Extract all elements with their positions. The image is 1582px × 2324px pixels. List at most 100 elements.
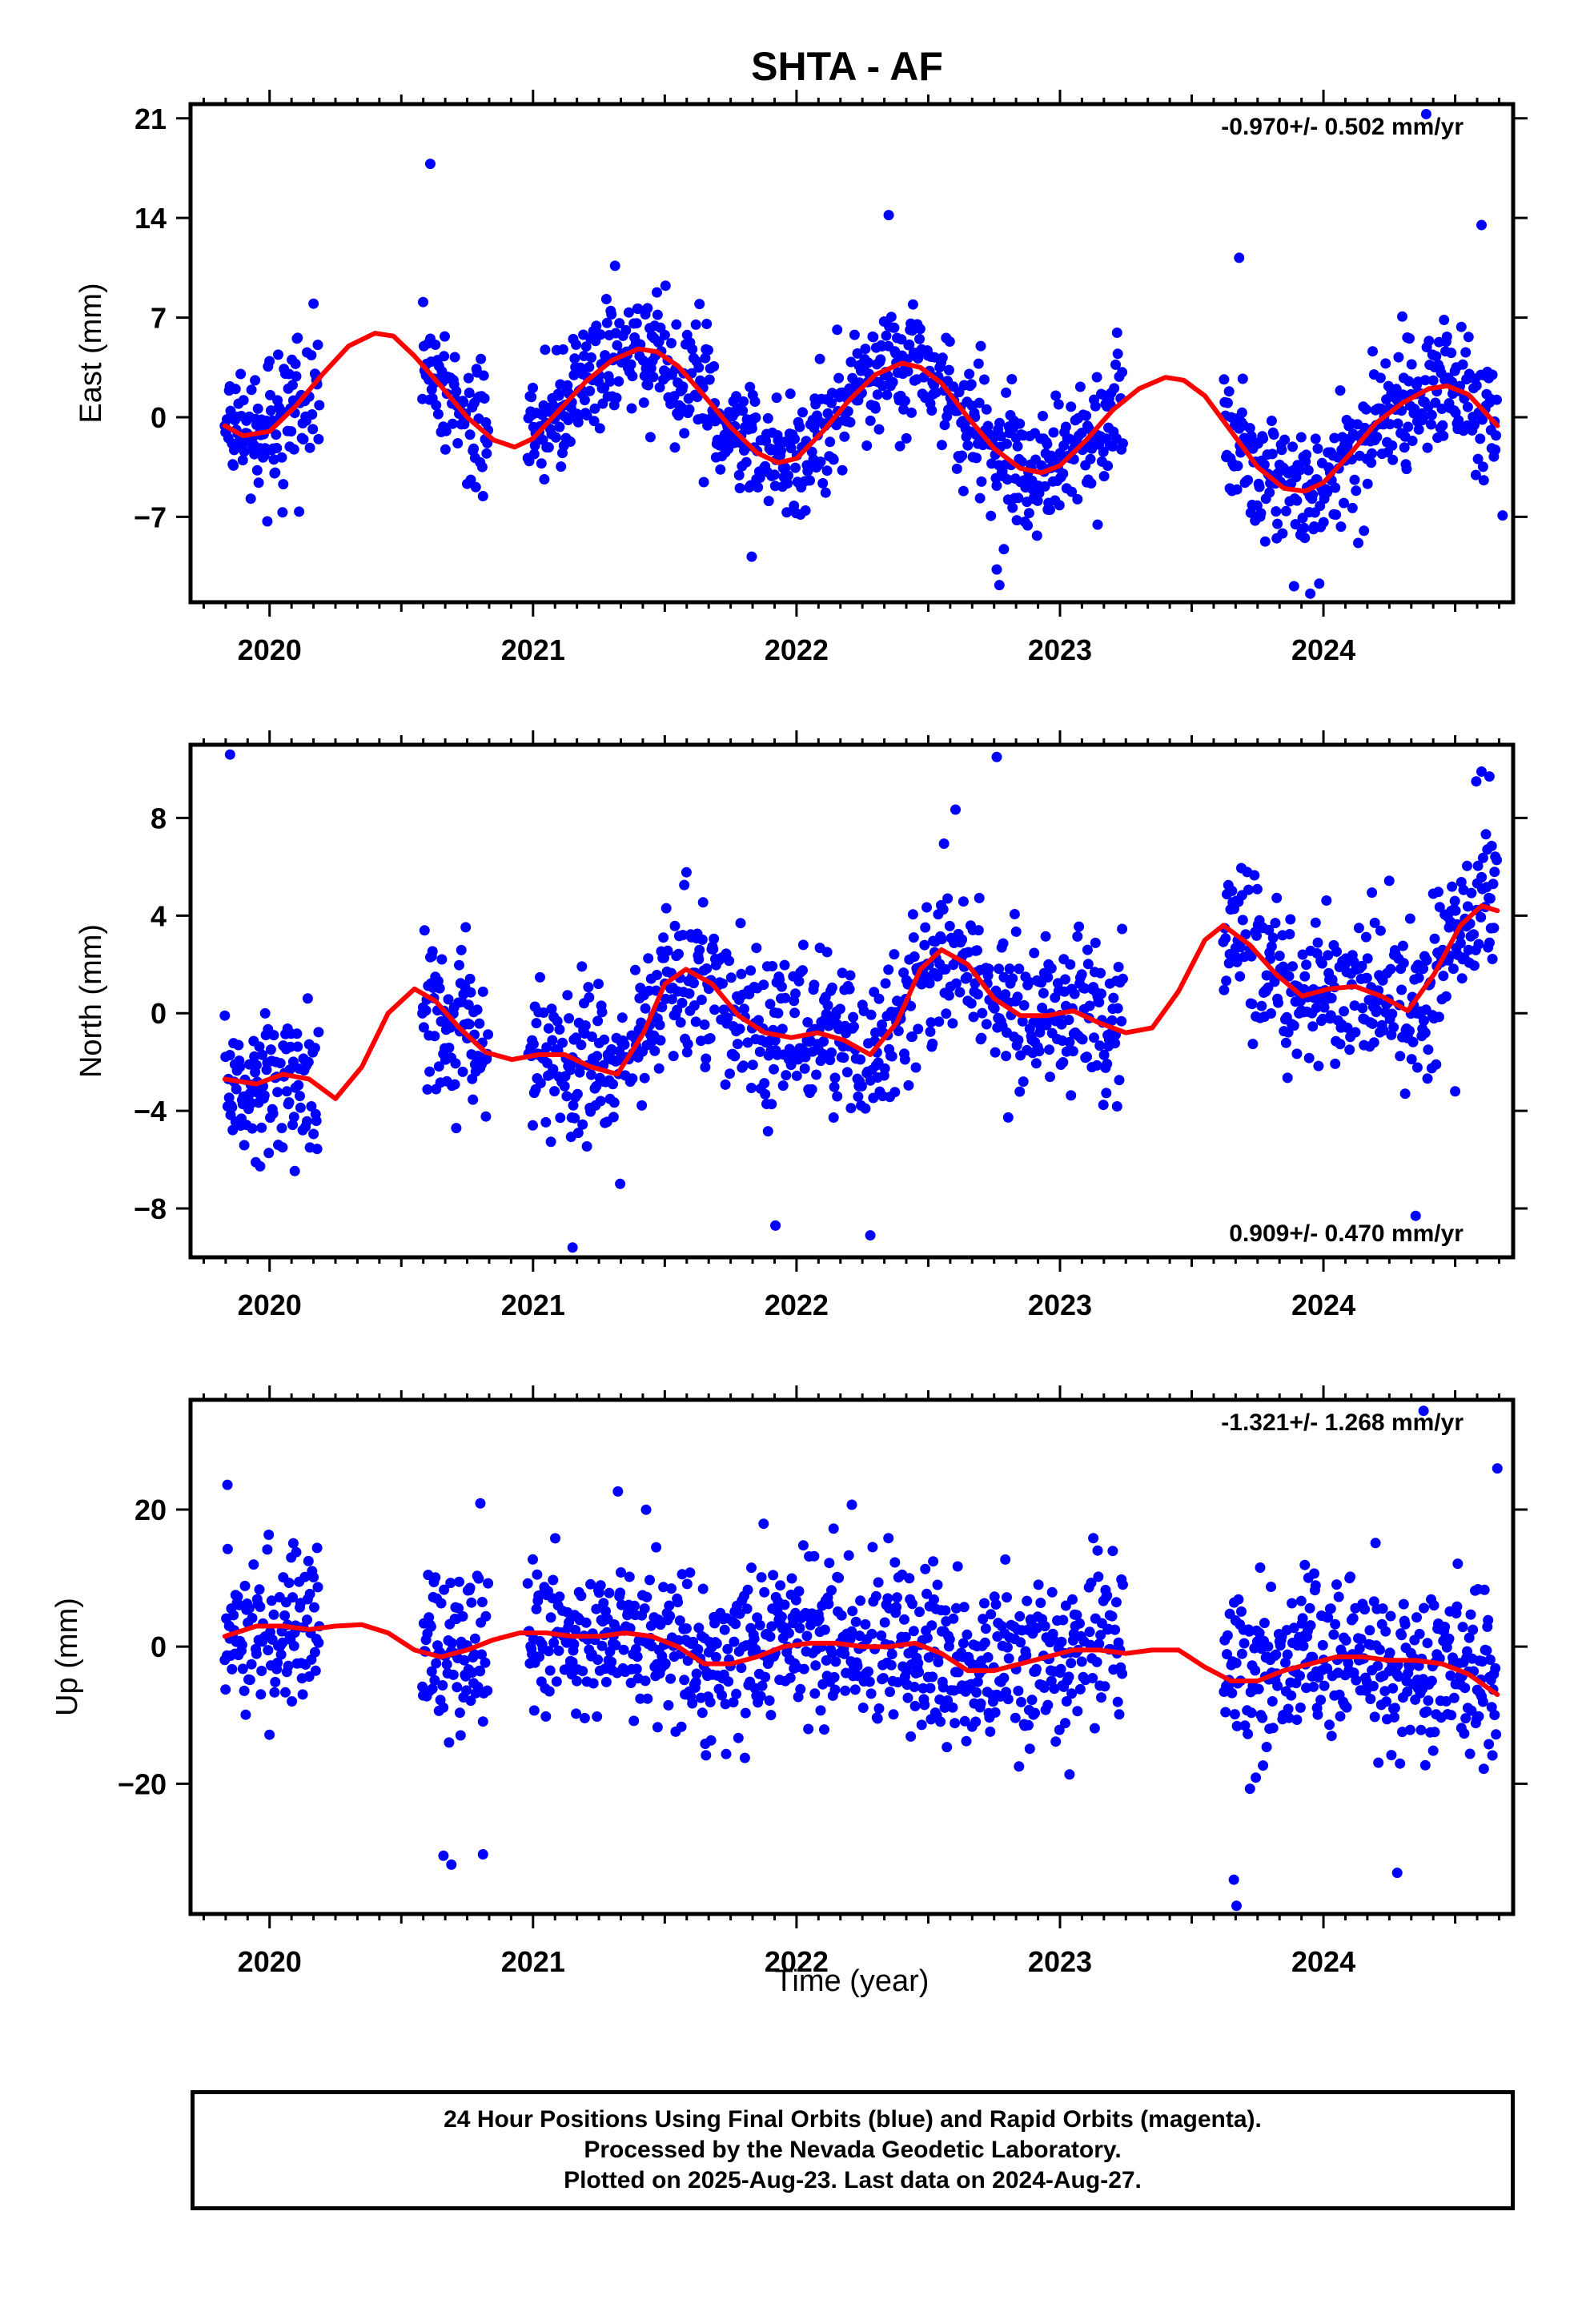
data-point bbox=[631, 1663, 642, 1675]
data-point bbox=[936, 440, 947, 451]
data-point bbox=[1268, 429, 1279, 440]
data-point bbox=[263, 1148, 275, 1159]
data-point bbox=[669, 920, 681, 931]
data-point bbox=[1295, 432, 1307, 443]
data-point bbox=[730, 1618, 741, 1630]
data-point bbox=[1325, 1010, 1336, 1021]
data-point bbox=[759, 1078, 770, 1089]
data-point bbox=[265, 405, 276, 416]
data-point bbox=[1411, 1612, 1422, 1623]
data-point bbox=[444, 1042, 455, 1053]
data-point bbox=[1253, 1683, 1264, 1695]
data-point bbox=[1285, 914, 1296, 925]
data-point bbox=[729, 1051, 741, 1062]
data-point bbox=[601, 317, 612, 328]
data-point bbox=[741, 456, 752, 468]
data-point bbox=[990, 1599, 1002, 1610]
data-point bbox=[1037, 1003, 1048, 1013]
data-point bbox=[1351, 1675, 1362, 1686]
data-point bbox=[544, 1686, 555, 1697]
data-point bbox=[920, 922, 931, 933]
data-point bbox=[722, 1012, 733, 1023]
data-point bbox=[881, 330, 892, 341]
data-point bbox=[855, 1054, 866, 1065]
data-point bbox=[1266, 1582, 1276, 1592]
data-point bbox=[556, 461, 567, 472]
data-point bbox=[592, 1655, 604, 1665]
data-point bbox=[982, 420, 994, 432]
data-point bbox=[883, 1533, 894, 1544]
data-point-outlier bbox=[1497, 510, 1508, 521]
data-point bbox=[1024, 1743, 1035, 1755]
data-point bbox=[1335, 385, 1346, 396]
data-point bbox=[230, 384, 241, 395]
data-point bbox=[814, 353, 825, 364]
data-point bbox=[595, 329, 606, 340]
data-point-outlier bbox=[475, 1498, 486, 1509]
data-point bbox=[1414, 1628, 1425, 1639]
data-point-outlier bbox=[1492, 1463, 1503, 1474]
data-point bbox=[849, 1684, 861, 1695]
data-point bbox=[1312, 937, 1323, 948]
data-point bbox=[476, 1597, 488, 1607]
data-point bbox=[989, 1003, 1000, 1014]
x-tick-label: 2020 bbox=[238, 1945, 302, 1978]
data-point bbox=[268, 454, 279, 465]
data-point bbox=[904, 339, 915, 350]
data-point bbox=[1347, 502, 1358, 513]
data-point bbox=[962, 440, 974, 451]
data-point bbox=[612, 1055, 624, 1066]
data-point bbox=[658, 1582, 669, 1593]
data-point bbox=[1276, 444, 1287, 456]
data-point bbox=[1030, 1707, 1041, 1719]
data-point bbox=[1031, 530, 1042, 541]
data-point bbox=[1468, 929, 1480, 940]
data-point bbox=[1384, 419, 1395, 430]
data-point bbox=[1088, 1533, 1099, 1544]
data-point bbox=[262, 516, 273, 527]
data-point bbox=[1487, 954, 1498, 964]
data-point bbox=[803, 464, 814, 475]
data-point bbox=[1254, 1627, 1265, 1638]
data-point bbox=[1377, 1603, 1388, 1614]
y-tick-label: 0 bbox=[151, 997, 167, 1030]
data-point bbox=[1314, 578, 1325, 589]
data-point bbox=[1404, 1724, 1415, 1735]
data-point bbox=[644, 1574, 655, 1586]
data-point bbox=[817, 478, 829, 489]
data-point bbox=[298, 434, 309, 445]
data-point bbox=[944, 336, 955, 347]
data-point bbox=[1299, 533, 1311, 544]
data-point bbox=[867, 1542, 878, 1553]
data-point bbox=[313, 433, 324, 444]
data-point bbox=[1054, 500, 1065, 511]
data-point bbox=[725, 1068, 735, 1080]
data-point bbox=[832, 1091, 843, 1102]
data-point bbox=[1407, 436, 1418, 446]
data-point bbox=[845, 1103, 857, 1114]
data-point bbox=[701, 963, 713, 974]
data-point bbox=[1041, 1019, 1052, 1031]
data-point bbox=[1312, 443, 1323, 454]
data-point bbox=[829, 1072, 841, 1084]
data-point bbox=[1283, 971, 1295, 982]
data-point bbox=[1418, 963, 1429, 975]
data-point bbox=[843, 1550, 854, 1561]
data-point bbox=[1258, 433, 1269, 444]
data-point bbox=[259, 1007, 271, 1019]
data-point bbox=[1064, 1036, 1075, 1047]
data-point bbox=[1085, 453, 1096, 464]
data-point bbox=[802, 1017, 813, 1027]
data-point bbox=[701, 1053, 712, 1064]
data-point bbox=[702, 420, 713, 431]
data-point bbox=[1112, 1003, 1123, 1014]
data-point bbox=[264, 1729, 275, 1740]
data-point bbox=[431, 400, 442, 411]
data-point bbox=[268, 1609, 279, 1620]
data-point bbox=[1441, 332, 1452, 342]
data-point bbox=[1235, 942, 1247, 953]
data-point bbox=[1440, 1695, 1452, 1707]
data-point bbox=[1443, 1633, 1455, 1644]
data-point bbox=[553, 1645, 564, 1656]
data-point bbox=[950, 1602, 962, 1614]
